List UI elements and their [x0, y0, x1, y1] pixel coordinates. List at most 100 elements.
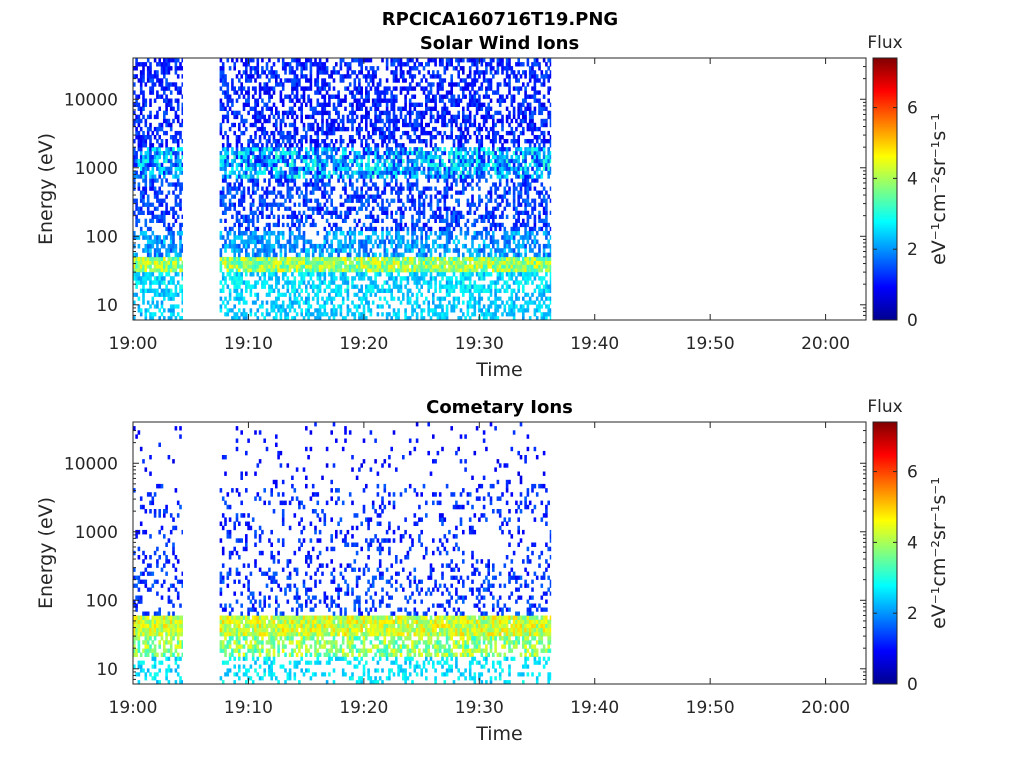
flux-cell — [156, 158, 159, 164]
flux-cell — [146, 252, 150, 258]
flux-cell — [167, 170, 171, 175]
flux-cell — [443, 248, 447, 253]
flux-cell — [256, 143, 260, 148]
flux-cell — [325, 122, 329, 128]
flux-cell — [309, 114, 313, 120]
flux-cell — [462, 272, 465, 277]
flux-cell — [462, 256, 465, 261]
flux-cell — [158, 166, 161, 171]
flux-cell — [360, 198, 363, 203]
flux-cell — [411, 230, 414, 236]
flux-cell — [156, 94, 159, 99]
flux-cell — [221, 186, 225, 191]
flux-cell — [355, 58, 359, 63]
flux-cell — [245, 151, 248, 156]
flux-cell — [432, 106, 435, 111]
flux-cell — [339, 58, 343, 63]
flux-cell — [429, 174, 433, 179]
flux-cell — [367, 135, 370, 140]
flux-cell — [238, 202, 241, 207]
flux-cell — [455, 147, 458, 152]
flux-cell — [395, 66, 398, 71]
flux-cell — [371, 122, 375, 128]
flux-cell — [452, 162, 456, 167]
flux-cell — [286, 130, 290, 136]
flux-cell — [258, 248, 262, 253]
flux-cell — [323, 147, 327, 152]
flux-cell — [471, 174, 474, 179]
flux-cell — [420, 312, 423, 317]
flux-cell — [137, 174, 141, 179]
flux-cell — [137, 139, 141, 144]
flux-cell — [144, 62, 148, 67]
flux-cell — [307, 122, 310, 128]
flux-cell — [397, 58, 400, 63]
flux-cell — [245, 58, 248, 63]
flux-cell — [427, 202, 430, 207]
flux-cell — [240, 312, 243, 317]
flux-cell — [238, 272, 241, 277]
flux-cell — [235, 210, 239, 215]
flux-cell — [174, 110, 178, 116]
flux-cell — [448, 256, 451, 261]
flux-cell — [397, 151, 400, 156]
flux-cell — [392, 312, 396, 317]
flux-cell — [291, 230, 294, 236]
flux-cell — [468, 118, 472, 124]
flux-cell — [167, 70, 171, 75]
flux-cell — [146, 276, 150, 281]
flux-cell — [339, 272, 343, 277]
flux-cell — [325, 66, 329, 71]
flux-cell — [355, 198, 359, 203]
flux-cell — [233, 194, 236, 199]
flux-cell — [475, 151, 479, 156]
flux-cell — [325, 206, 329, 211]
flux-cell — [358, 98, 361, 103]
flux-cell — [351, 206, 354, 211]
flux-cell — [181, 139, 183, 144]
flux-cell — [323, 288, 327, 293]
flux-cell — [174, 130, 178, 136]
flux-cell — [376, 90, 380, 95]
flux-cell — [473, 300, 477, 305]
flux-cell — [341, 122, 345, 128]
flux-cell — [139, 194, 143, 199]
flux-cell — [388, 86, 391, 91]
flux-cell — [455, 190, 458, 195]
flux-cell — [288, 174, 292, 179]
flux-cell — [323, 182, 327, 187]
flux-cell — [158, 126, 161, 132]
flux-cell — [478, 94, 481, 99]
flux-cell — [321, 214, 324, 219]
flux-cell — [425, 260, 428, 265]
flux-cell — [471, 194, 474, 199]
flux-cell — [323, 110, 327, 116]
flux-cell — [146, 202, 150, 207]
flux-cell — [351, 90, 354, 95]
flux-cell — [399, 58, 403, 63]
flux-cell — [249, 135, 253, 140]
flux-cell — [355, 272, 359, 277]
flux-cell — [172, 248, 175, 253]
flux-cell — [390, 90, 393, 95]
flux-cell — [348, 308, 352, 313]
flux-cell — [176, 256, 180, 261]
flux-cell — [309, 206, 313, 211]
flux-cell — [321, 280, 324, 285]
flux-cell — [272, 139, 276, 144]
flux-cell — [314, 308, 317, 313]
flux-cell — [325, 230, 329, 236]
flux-cell — [181, 147, 183, 152]
flux-cell — [369, 276, 373, 281]
flux-cell — [151, 74, 155, 79]
flux-cell — [399, 300, 403, 305]
flux-cell — [415, 122, 419, 128]
flux-cell — [427, 300, 430, 305]
flux-cell — [464, 284, 467, 289]
flux-cell — [261, 280, 264, 285]
flux-cell — [360, 202, 363, 207]
flux-cell — [270, 264, 273, 269]
flux-cell — [355, 284, 359, 289]
flux-cell — [291, 260, 294, 265]
flux-cell — [429, 276, 433, 281]
